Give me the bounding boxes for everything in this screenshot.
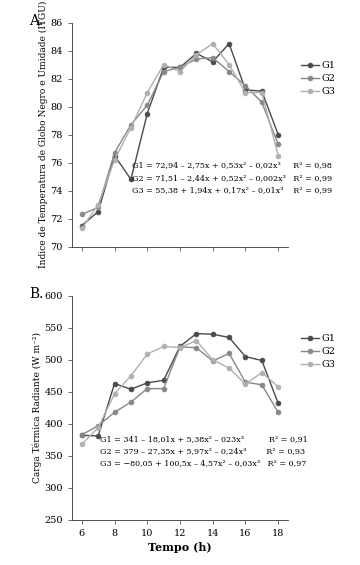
G1 [112,152,117,159]
Text: B.: B. [29,287,43,301]
G1 [178,343,182,350]
G1 [243,86,248,93]
G3 [276,152,280,159]
G2 [260,99,264,106]
G1 [129,386,133,393]
Text: G1 = 341 – 18,01x + 5,38x² – 023x³          R² = 0,91
G2 = 379 – 27,35x + 5,97x²: G1 = 341 – 18,01x + 5,38x² – 023x³ R² = … [100,434,308,467]
G3 [178,68,182,75]
Line: G2: G2 [80,55,280,217]
G2 [243,82,248,89]
G3 [112,390,117,397]
G1 [145,110,149,117]
G3 [178,344,182,351]
G3 [260,370,264,376]
Line: G2: G2 [80,345,280,437]
G1 [162,377,166,384]
G2 [162,68,166,75]
G2 [80,431,84,438]
Legend: G1, G2, G3: G1, G2, G3 [297,331,339,373]
G1 [194,50,198,57]
G1 [194,330,198,337]
G3 [162,343,166,350]
G2 [227,68,231,75]
G1 [211,331,215,338]
G2 [96,423,100,429]
G2 [178,64,182,71]
Legend: G1, G2, G3: G1, G2, G3 [297,57,339,100]
G1 [162,64,166,71]
G3 [227,365,231,372]
G2 [276,409,280,416]
Line: G3: G3 [80,338,280,447]
G3 [276,383,280,390]
G3 [80,225,84,232]
G3 [194,51,198,58]
G2 [194,55,198,62]
G2 [243,379,248,385]
G3 [162,61,166,68]
Y-axis label: Índice de Temperatura de Globo Negro e Umidade (ITGU): Índice de Temperatura de Globo Negro e U… [37,1,48,268]
G2 [227,350,231,357]
G3 [145,351,149,358]
G3 [227,61,231,68]
G2 [194,344,198,351]
G1 [276,400,280,407]
G1 [227,40,231,47]
G1 [211,58,215,65]
G1 [178,64,182,71]
G1 [260,357,264,364]
G2 [96,204,100,211]
G3 [80,441,84,447]
G2 [112,409,117,416]
G1 [112,380,117,387]
G2 [276,141,280,148]
G2 [260,381,264,388]
G1 [243,353,248,360]
Y-axis label: Carga Térmica Radiante (W m⁻²): Carga Térmica Radiante (W m⁻²) [32,332,42,483]
G3 [129,372,133,379]
G3 [243,89,248,96]
G3 [129,124,133,131]
G3 [112,157,117,163]
G2 [80,211,84,218]
G2 [129,121,133,128]
G2 [145,102,149,108]
G2 [162,385,166,392]
G3 [145,89,149,96]
G1 [227,334,231,341]
G2 [129,399,133,406]
G2 [112,149,117,156]
G3 [243,381,248,388]
G2 [211,358,215,364]
G1 [80,222,84,229]
G2 [145,385,149,392]
G3 [194,337,198,344]
G2 [211,54,215,61]
G1 [260,88,264,94]
X-axis label: Tempo (h): Tempo (h) [148,542,212,553]
Line: G1: G1 [80,41,280,228]
G3 [96,424,100,431]
G2 [178,344,182,350]
G1 [96,433,100,440]
Line: G1: G1 [80,331,280,438]
G1 [96,208,100,215]
Text: G1 = 72,94 – 2,75x + 0,53x² – 0,02x³     R² = 0,98
G2 = 71,51 – 2,44x + 0,52x² –: G1 = 72,94 – 2,75x + 0,53x² – 0,02x³ R² … [132,162,333,194]
G3 [96,201,100,208]
Text: A.: A. [29,14,43,28]
Line: G3: G3 [80,41,280,231]
G3 [211,40,215,47]
G1 [276,131,280,138]
G1 [129,176,133,182]
G3 [211,357,215,363]
G1 [145,380,149,386]
G1 [80,432,84,439]
G3 [260,89,264,96]
